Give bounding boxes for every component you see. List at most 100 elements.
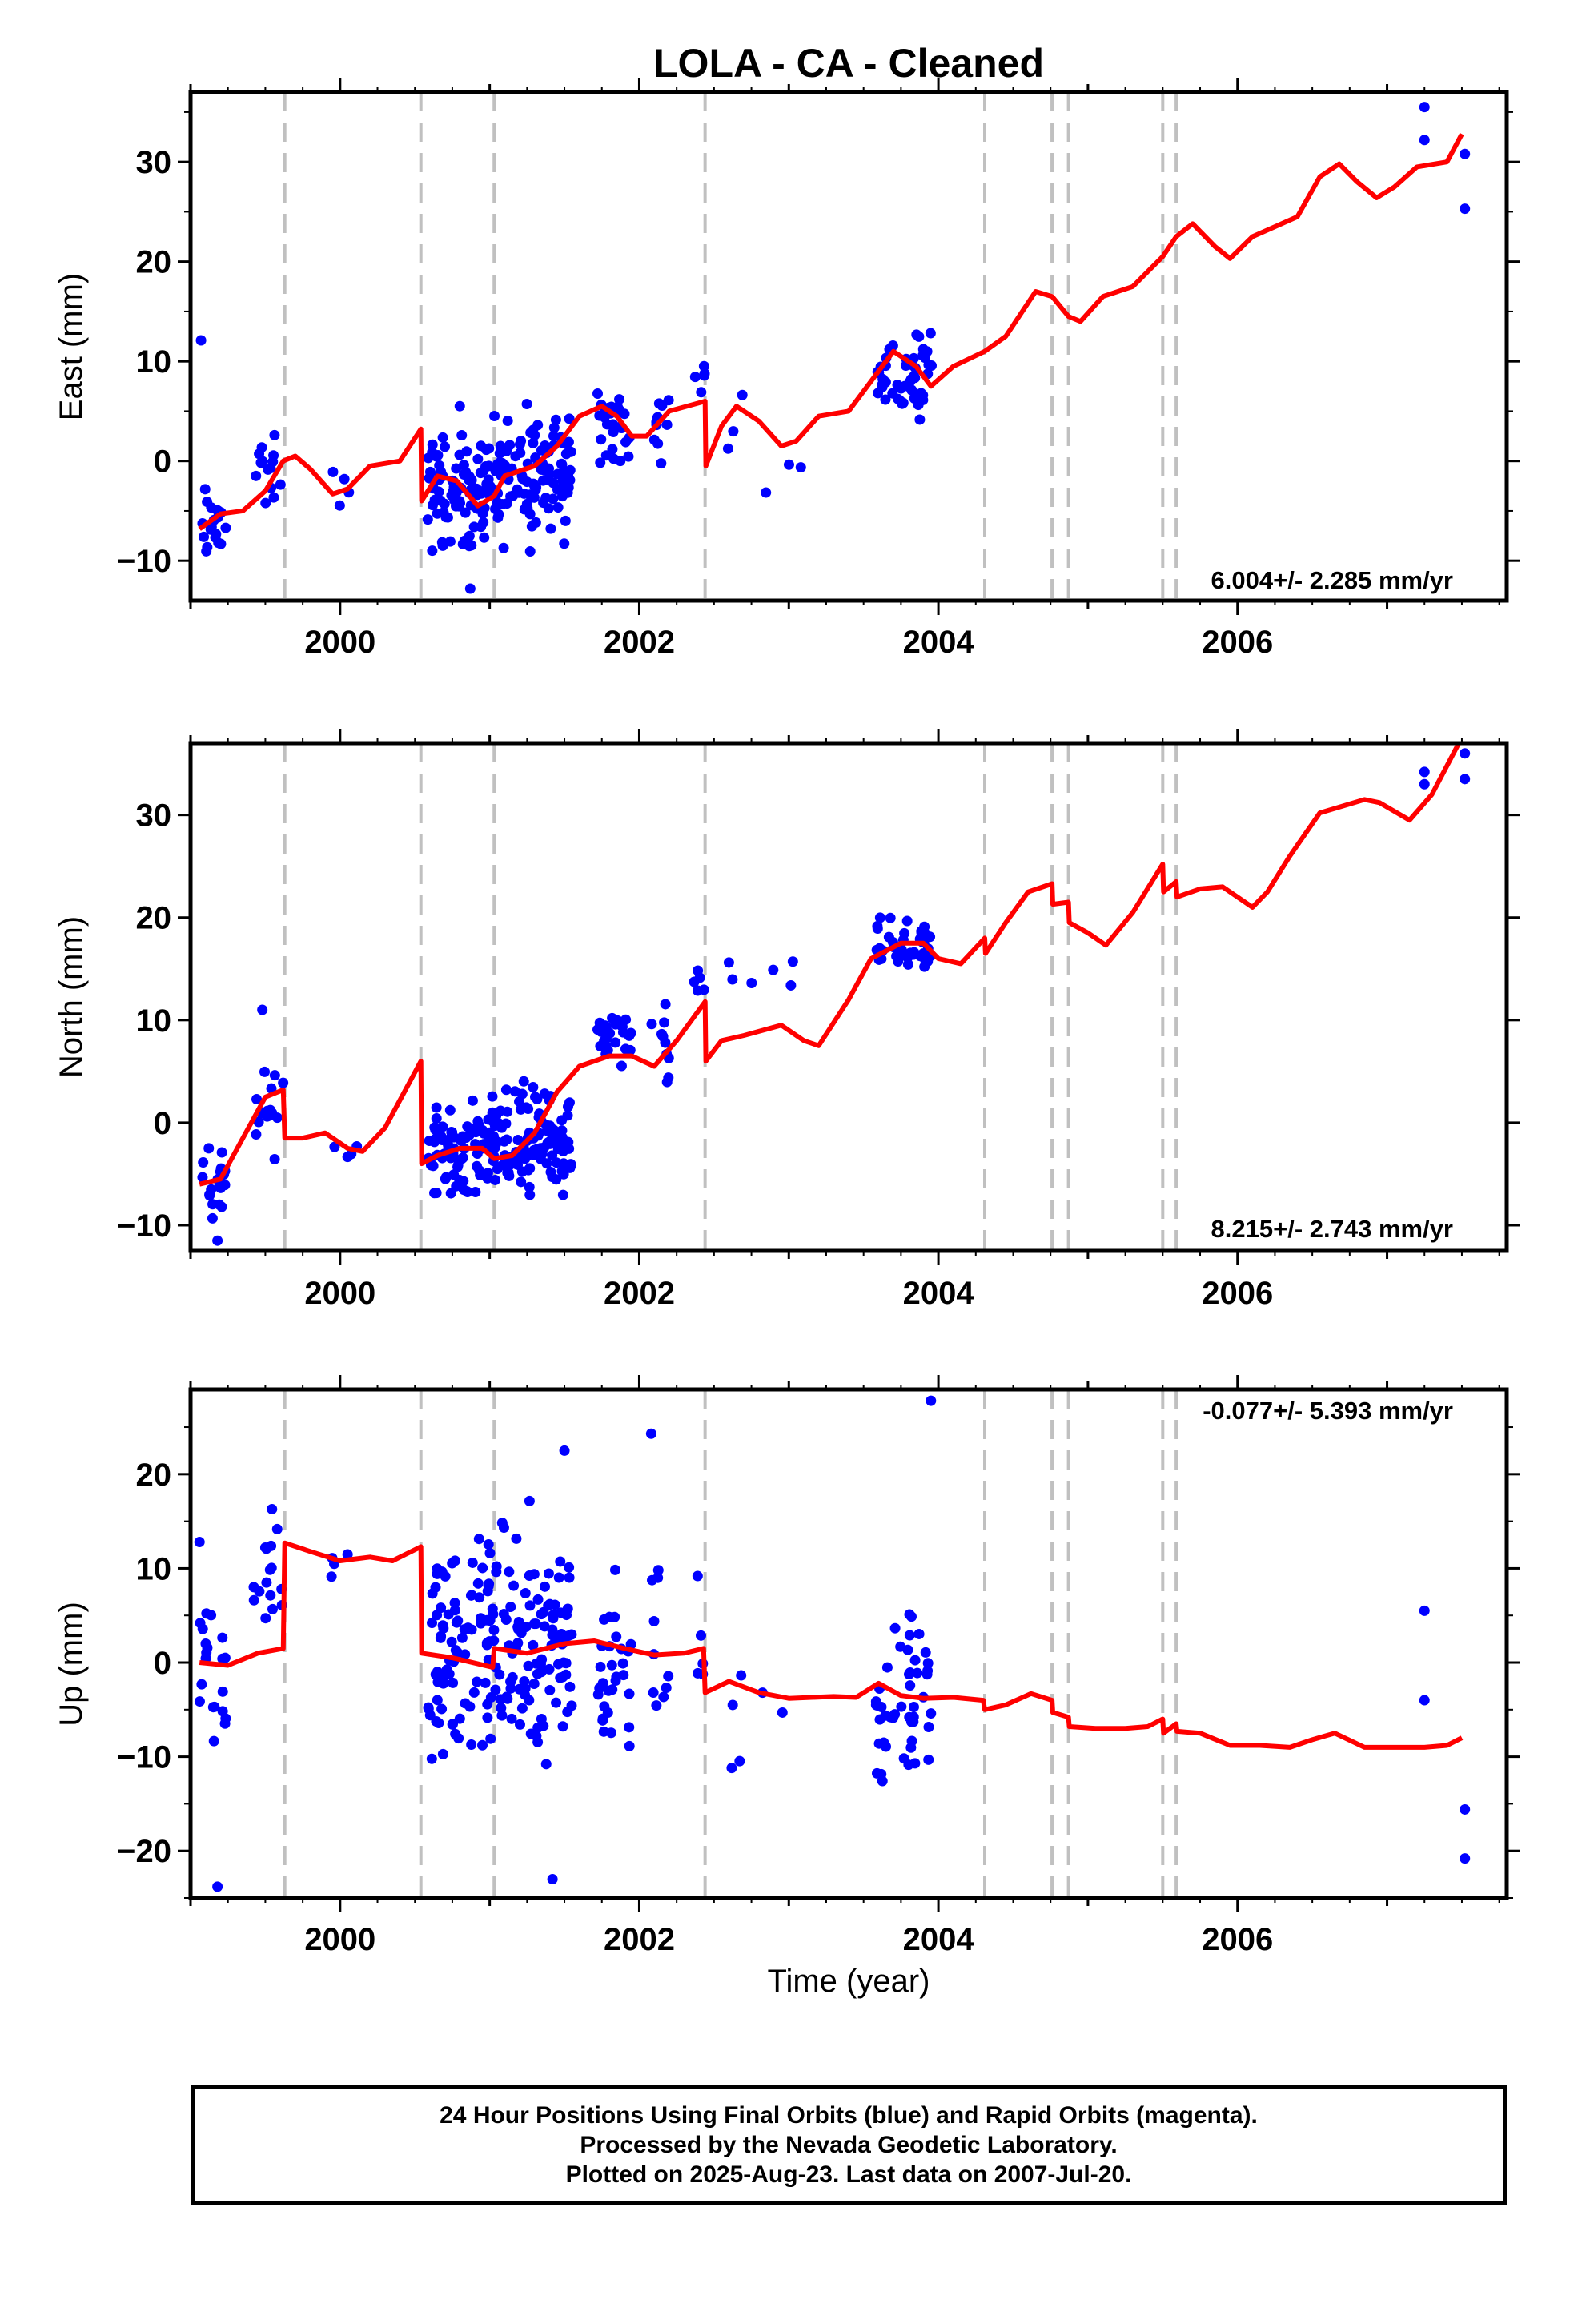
up-data-point bbox=[474, 1592, 485, 1603]
up-data-point bbox=[524, 1495, 535, 1506]
east-data-point bbox=[478, 517, 489, 528]
east-data-points bbox=[195, 102, 1471, 594]
up-data-point bbox=[734, 1755, 745, 1767]
east-data-point bbox=[460, 507, 471, 518]
up-data-point bbox=[467, 1557, 478, 1568]
up-data-point bbox=[484, 1636, 495, 1647]
up-rate-label: -0.077+/- 5.393 mm/yr bbox=[1203, 1397, 1453, 1425]
up-data-point bbox=[777, 1707, 788, 1718]
east-data-point bbox=[451, 463, 462, 474]
up-data-point bbox=[514, 1683, 525, 1695]
up-data-point bbox=[564, 1572, 575, 1583]
east-data-point bbox=[275, 479, 286, 490]
east-data-point bbox=[478, 465, 489, 476]
up-data-point bbox=[727, 1699, 738, 1711]
north-data-point bbox=[251, 1129, 262, 1140]
east-data-point bbox=[468, 521, 480, 533]
north-data-point bbox=[617, 1027, 628, 1038]
up-data-point bbox=[652, 1565, 664, 1576]
east-data-point bbox=[737, 389, 748, 400]
north-data-point bbox=[445, 1188, 456, 1199]
up-data-point bbox=[532, 1594, 544, 1605]
up-data-point bbox=[889, 1622, 901, 1634]
up-data-point bbox=[484, 1615, 496, 1626]
north-data-point bbox=[693, 965, 704, 976]
up-data-point bbox=[926, 1395, 937, 1406]
up-data-point bbox=[663, 1671, 674, 1682]
up-data-point bbox=[451, 1617, 462, 1628]
up-data-point bbox=[624, 1722, 635, 1733]
up-data-point bbox=[248, 1594, 259, 1606]
east-data-point bbox=[596, 434, 607, 445]
up-data-point bbox=[524, 1570, 535, 1582]
up-data-points bbox=[194, 1395, 1471, 1892]
east-data-point bbox=[505, 491, 516, 502]
up-data-point bbox=[539, 1621, 550, 1632]
north-data-point bbox=[616, 1060, 627, 1072]
up-data-point bbox=[544, 1663, 555, 1675]
up-model-line bbox=[199, 1540, 1464, 1750]
up-data-point bbox=[436, 1630, 447, 1642]
east-data-point bbox=[536, 444, 547, 456]
up-data-point bbox=[923, 1722, 934, 1733]
north-data-point bbox=[271, 1112, 283, 1124]
up-data-point bbox=[266, 1562, 277, 1574]
north-data-point bbox=[785, 979, 797, 991]
north-rate-label: 8.215+/- 2.743 mm/yr bbox=[1211, 1215, 1453, 1243]
north-data-point bbox=[487, 1107, 498, 1118]
footer-info-box: 24 Hour Positions Using Final Orbits (bl… bbox=[191, 2085, 1507, 2205]
up-data-point bbox=[473, 1534, 484, 1545]
north-data-point bbox=[600, 1033, 612, 1044]
up-data-point bbox=[557, 1671, 568, 1683]
up-data-point bbox=[446, 1636, 457, 1647]
east-data-point bbox=[206, 502, 217, 513]
east-data-point bbox=[550, 414, 561, 425]
up-data-point bbox=[647, 1574, 658, 1586]
up-data-point bbox=[432, 1695, 443, 1706]
north-data-point bbox=[660, 999, 671, 1010]
north-data-point bbox=[917, 948, 929, 959]
footer-line-3: Plotted on 2025-Aug-23. Last data on 200… bbox=[565, 2161, 1132, 2188]
north-x-tick-label: 2004 bbox=[903, 1276, 975, 1311]
east-data-point bbox=[498, 542, 509, 553]
up-data-point bbox=[220, 1713, 231, 1724]
up-data-point bbox=[540, 1581, 551, 1592]
up-data-point bbox=[472, 1676, 483, 1687]
east-data-point bbox=[559, 538, 570, 549]
up-data-point bbox=[540, 1759, 552, 1770]
up-data-point bbox=[543, 1568, 554, 1579]
north-data-point bbox=[565, 1159, 576, 1170]
east-data-point bbox=[524, 545, 536, 557]
east-data-point bbox=[783, 459, 794, 470]
east-data-point bbox=[532, 420, 544, 431]
east-data-point bbox=[656, 458, 667, 469]
up-data-point bbox=[456, 1632, 468, 1643]
north-data-point bbox=[207, 1212, 218, 1224]
up-data-point bbox=[532, 1722, 544, 1733]
east-data-point bbox=[601, 419, 612, 430]
up-data-point bbox=[531, 1731, 542, 1742]
north-data-point bbox=[552, 1144, 564, 1155]
east-data-point bbox=[795, 462, 806, 473]
up-data-point bbox=[904, 1669, 915, 1680]
up-data-point bbox=[1419, 1695, 1430, 1706]
up-data-point bbox=[267, 1603, 278, 1614]
up-data-point bbox=[566, 1629, 577, 1640]
up-data-point bbox=[427, 1618, 438, 1629]
north-data-point bbox=[490, 1174, 501, 1185]
east-data-point bbox=[251, 470, 262, 481]
east-data-point bbox=[454, 400, 465, 412]
up-data-point bbox=[609, 1611, 620, 1622]
up-data-point bbox=[487, 1603, 498, 1614]
north-data-point bbox=[216, 1201, 227, 1212]
up-data-point bbox=[603, 1685, 614, 1696]
north-data-point bbox=[545, 1167, 556, 1178]
east-data-point bbox=[199, 531, 210, 542]
north-y-axis-label: North (mm) bbox=[54, 916, 89, 1078]
up-data-point bbox=[926, 1708, 937, 1719]
east-data-point bbox=[1460, 148, 1471, 159]
up-data-point bbox=[490, 1684, 501, 1695]
up-data-point bbox=[551, 1697, 562, 1708]
north-data-point bbox=[612, 1015, 623, 1026]
footer-line-1: 24 Hour Positions Using Final Orbits (bl… bbox=[440, 2102, 1258, 2129]
